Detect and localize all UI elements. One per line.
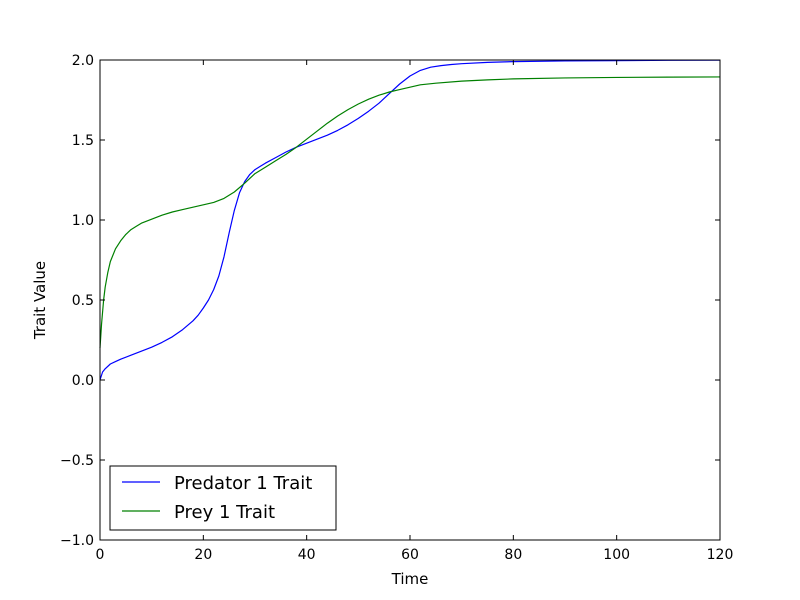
legend-label-prey: Prey 1 Trait [174, 502, 275, 523]
y-tick-label: 2.0 [72, 53, 94, 69]
series-line-prey-1-trait [99, 76, 721, 349]
y-tick-label: −0.5 [60, 453, 94, 469]
y-tick-label: −1.0 [60, 533, 94, 549]
y-tick-label: 0.5 [72, 293, 94, 309]
ticks-layer: 0 20 40 60 80 100 120 −1.0 −0.5 0.0 0.5 1.0 1.5 2.0 [60, 53, 733, 563]
x-tick-label: 40 [298, 547, 316, 563]
legend-label-predator: Predator 1 Trait [174, 473, 312, 494]
legend-box [109, 465, 337, 531]
y-axis-label: Trait Value [31, 261, 49, 340]
series-layer [99, 59, 721, 381]
plot-frame [99, 59, 721, 541]
x-tick-label: 120 [707, 547, 734, 563]
x-tick-label: 100 [603, 547, 630, 563]
x-axis-label: Time [391, 570, 429, 588]
x-tick-label: 0 [96, 547, 105, 563]
x-tick-label: 80 [504, 547, 522, 563]
x-tick-label: 60 [401, 547, 419, 563]
y-tick-label: 0.0 [72, 373, 94, 389]
x-tick-label: 20 [194, 547, 212, 563]
series-line-predator-1-trait [99, 59, 721, 381]
y-tick-label: 1.0 [72, 213, 94, 229]
y-tick-label: 1.5 [72, 133, 94, 149]
legend: Predator 1 Trait Prey 1 Trait [109, 465, 337, 531]
